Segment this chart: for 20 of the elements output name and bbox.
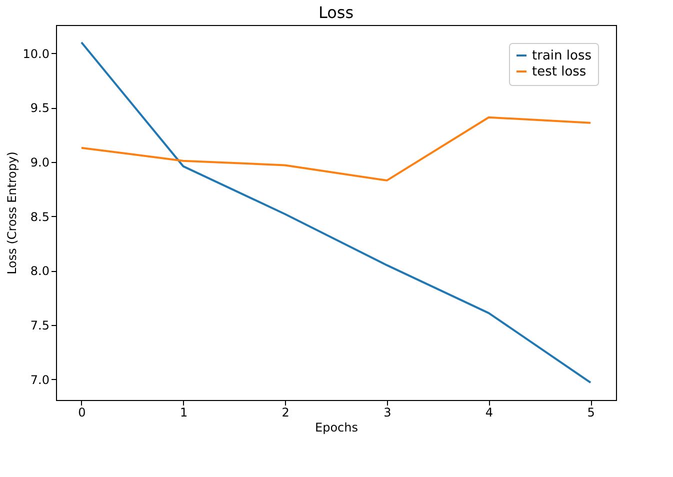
y-axis-title: Loss (Cross Entropy) (4, 152, 19, 274)
legend-label: test loss (532, 64, 586, 80)
x-axis-title: Epochs (315, 420, 358, 434)
y-tick-label: 8.0 (30, 264, 50, 278)
legend-label: train loss (532, 48, 592, 64)
y-tick-label: 8.5 (30, 210, 50, 224)
y-tick-label: 9.0 (30, 155, 50, 170)
y-tick-label: 9.5 (30, 101, 50, 116)
chart-title: Loss (318, 3, 354, 22)
x-tick-label: 4 (485, 406, 494, 420)
x-tick-label: 3 (384, 406, 392, 420)
line-series (80, 116, 592, 182)
x-tick-label: 2 (282, 406, 290, 420)
x-tick-label: 5 (587, 406, 595, 420)
x-tick-label: 1 (180, 406, 188, 420)
y-tick-label: 7.0 (30, 372, 50, 387)
y-tick-label: 10.0 (22, 46, 50, 61)
y-tick-label: 7.5 (30, 318, 50, 332)
line-series (80, 41, 592, 384)
x-tick-label: 0 (78, 406, 86, 420)
